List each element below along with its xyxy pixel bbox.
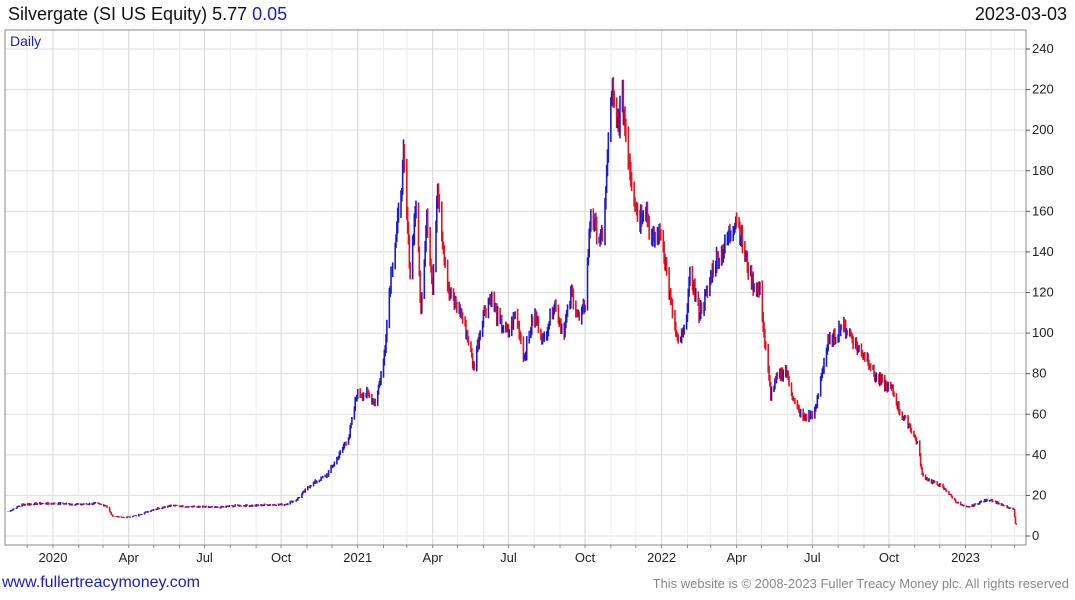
y-tick-label: 100 — [1032, 325, 1054, 340]
x-tick-label: Jul — [196, 550, 213, 565]
y-tick-label: 240 — [1032, 41, 1054, 56]
x-tick-label: 2021 — [343, 550, 372, 565]
grid-lines — [5, 30, 1026, 545]
x-tick-label: Apr — [726, 550, 747, 565]
x-axis: 2020 Apr Jul Oct 2021 Apr Jul Oct 2022 Apr Jul Oct 2… — [26, 545, 1016, 565]
x-tick-label: Apr — [423, 550, 444, 565]
x-tick-label: Apr — [119, 550, 140, 565]
x-tick-label: 2023 — [951, 550, 980, 565]
site-link[interactable]: www.fullertreacymoney.com — [2, 574, 200, 591]
security-name: Silvergate (SI US Equity) — [8, 4, 208, 24]
price-change: 0.05 — [252, 4, 288, 24]
y-tick-label: 20 — [1032, 487, 1046, 502]
last-price: 5.77 — [212, 4, 248, 24]
x-tick-label: Oct — [575, 550, 596, 565]
price-bars — [7, 76, 1018, 525]
y-tick-label: 40 — [1032, 447, 1046, 462]
y-tick-label: 80 — [1032, 366, 1046, 381]
copyright-text: This website is © 2008-2023 Fuller Treac… — [652, 576, 1069, 591]
x-tick-label: Jul — [804, 550, 821, 565]
x-tick-label: Oct — [879, 550, 900, 565]
x-tick-label: Oct — [271, 550, 292, 565]
y-tick-label: 60 — [1032, 406, 1046, 421]
y-tick-label: 120 — [1032, 285, 1054, 300]
y-tick-label: 180 — [1032, 163, 1054, 178]
plot-frame — [4, 29, 1027, 546]
y-axis: 0 20 40 60 80 100 120 140 160 180 200 220 240 — [1026, 41, 1054, 543]
x-tick-label: 2020 — [39, 550, 68, 565]
x-tick-label: Jul — [500, 550, 517, 565]
y-tick-label: 160 — [1032, 203, 1054, 218]
frequency-label: Daily — [10, 33, 41, 49]
chart-date: 2023-03-03 — [974, 4, 1067, 24]
y-tick-label: 0 — [1032, 528, 1039, 543]
chart-title: Silvergate (SI US Equity) 5.77 0.05 — [8, 4, 287, 25]
x-tick-label: 2022 — [647, 550, 676, 565]
y-tick-label: 200 — [1032, 122, 1054, 137]
y-tick-label: 140 — [1032, 244, 1054, 259]
y-tick-label: 220 — [1032, 82, 1054, 97]
